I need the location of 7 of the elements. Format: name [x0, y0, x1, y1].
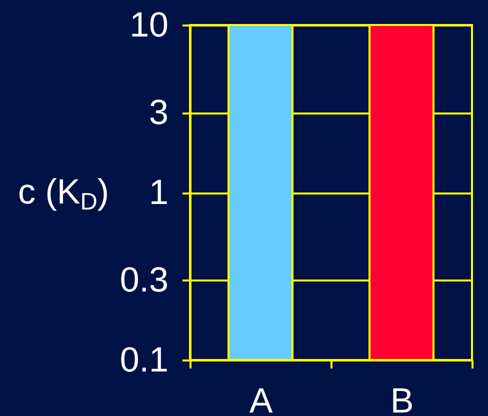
y-tick-label: 1 — [149, 173, 168, 212]
y-tick-label: 10 — [130, 6, 168, 44]
y-tick-label: 0.3 — [120, 260, 168, 300]
y-tick-label: 3 — [149, 93, 168, 132]
x-tick-label: B — [390, 382, 414, 416]
y-tick-label: 0.1 — [120, 340, 168, 380]
x-tick-label: A — [249, 382, 274, 416]
